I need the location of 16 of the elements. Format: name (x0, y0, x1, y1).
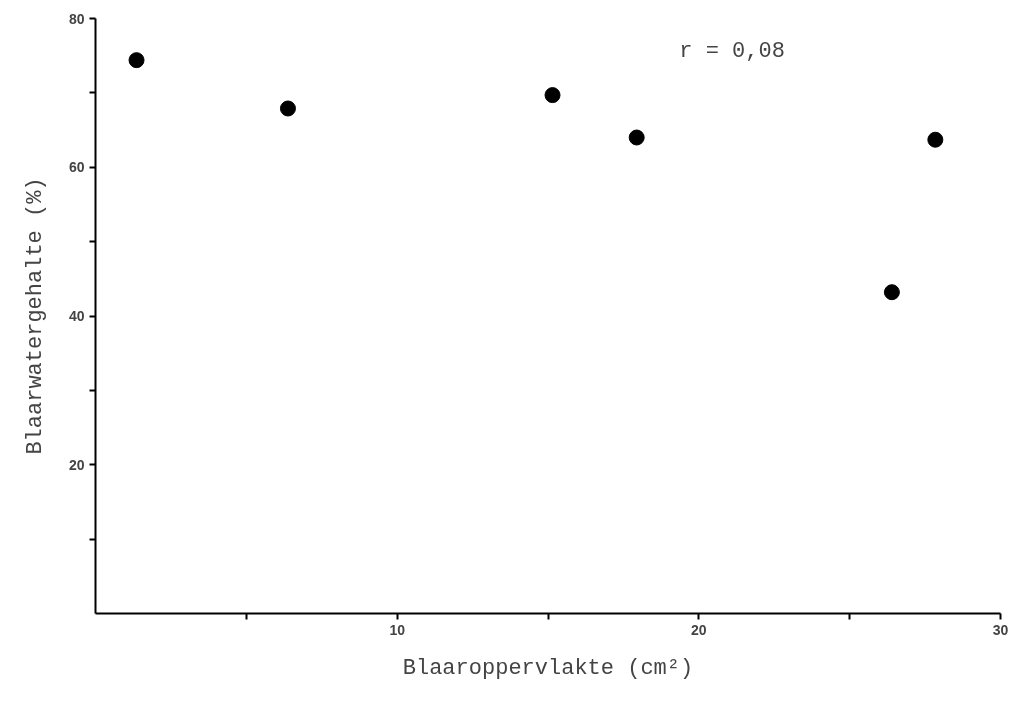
y-tick-label: 60 (68, 159, 85, 176)
x-tick-label: 10 (389, 621, 406, 638)
point (927, 131, 944, 148)
y-axis-title: Blaarwatergehalte (%) (22, 177, 48, 455)
y-tick-label: 80 (68, 10, 85, 27)
x-axis-title: Blaaroppervlakte (cm²) (402, 655, 694, 681)
y-tick-label: 40 (68, 308, 85, 324)
point (544, 87, 561, 104)
annotation: r = 0,08 (679, 38, 785, 64)
point (628, 129, 645, 146)
point (883, 284, 900, 301)
x-tick-label: 30 (992, 621, 1009, 638)
x-tick-label: 20 (691, 621, 707, 638)
y-tick-label: 20 (68, 456, 85, 473)
point (128, 52, 145, 69)
point (279, 100, 296, 117)
